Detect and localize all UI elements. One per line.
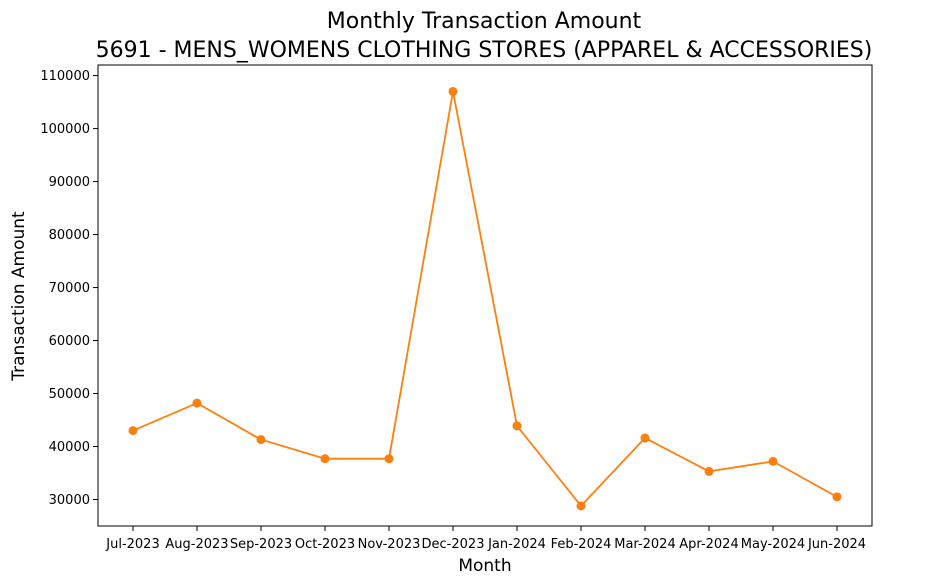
x-tick-label: Nov-2023	[358, 537, 421, 552]
x-tick-label: Jan-2024	[487, 537, 546, 552]
x-tick-label: May-2024	[741, 537, 805, 552]
data-point	[704, 466, 714, 476]
data-point	[448, 86, 458, 96]
data-point	[576, 501, 586, 511]
y-tick-label: 30000	[49, 493, 90, 508]
x-tick-label: Oct-2023	[295, 537, 355, 552]
data-point	[384, 454, 394, 464]
data-point	[192, 398, 202, 408]
y-tick-label: 70000	[49, 281, 90, 296]
x-axis-label: Month	[458, 556, 511, 576]
y-tick-label: 110000	[40, 69, 90, 84]
x-tick-label: Jul-2023	[105, 537, 159, 552]
data-point	[512, 421, 522, 431]
data-point	[640, 433, 650, 443]
x-tick-label: Jun-2024	[807, 537, 866, 552]
x-tick-label: Feb-2024	[551, 537, 612, 552]
data-point	[320, 454, 330, 464]
x-tick-label: Sep-2023	[230, 537, 292, 552]
y-tick-label: 40000	[49, 440, 90, 455]
chart-subtitle: 5691 - MENS_WOMENS CLOTHING STORES (APPA…	[96, 38, 873, 63]
y-axis: 30000 40000 50000 60000 70000 80000 90000 10000…	[40, 69, 98, 508]
data-point	[256, 435, 266, 445]
y-tick-label: 60000	[49, 334, 90, 349]
data-point	[768, 456, 778, 466]
plot-frame	[97, 64, 873, 527]
y-tick-label: 100000	[40, 122, 90, 137]
data-point	[128, 426, 138, 436]
y-tick-label: 90000	[49, 175, 90, 190]
x-axis: Jul-2023 Aug-2023 Sep-2023 Oct-2023 Nov-2023…	[105, 526, 866, 552]
series-layer	[128, 86, 842, 511]
y-axis-label: Transaction Amount	[9, 211, 29, 382]
x-tick-label: Apr-2024	[679, 537, 738, 552]
chart-title: Monthly Transaction Amount	[327, 9, 642, 34]
y-tick-label: 80000	[49, 228, 90, 243]
x-tick-label: Mar-2024	[614, 537, 675, 552]
x-tick-label: Aug-2023	[165, 537, 228, 552]
x-tick-label: Dec-2023	[422, 537, 485, 552]
data-point	[832, 492, 842, 502]
series-line	[132, 91, 838, 508]
y-tick-label: 50000	[49, 387, 90, 402]
